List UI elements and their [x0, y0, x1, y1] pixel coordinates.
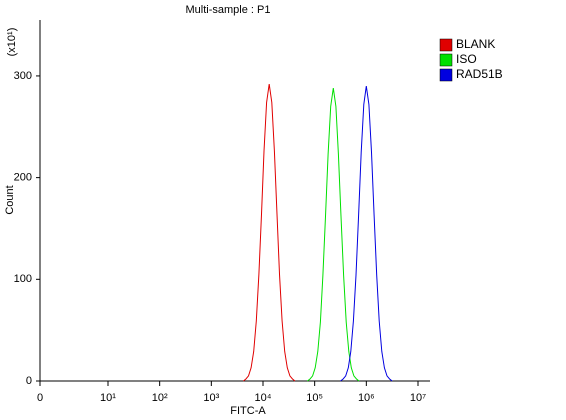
- chart-title: Multi-sample : P1: [186, 4, 271, 16]
- legend-swatch: [439, 53, 453, 67]
- legend-swatch: [439, 38, 453, 52]
- y-tick-label: 100: [14, 273, 32, 285]
- y-tick-label: 200: [14, 172, 32, 184]
- x-tick-label: 0: [37, 392, 43, 404]
- y-tick-label: 0: [26, 375, 32, 387]
- x-tick-label: 10²: [152, 392, 168, 404]
- histogram-line: [307, 88, 360, 382]
- y-multiplier: (x10¹): [6, 28, 18, 57]
- legend-label: RAD51B: [456, 67, 503, 81]
- x-tick-label: 10⁵: [306, 392, 323, 404]
- legend-label: ISO: [456, 52, 477, 66]
- histogram-line: [340, 86, 393, 382]
- x-tick-label: 10⁷: [410, 392, 426, 404]
- x-tick-label: 10⁴: [255, 392, 272, 404]
- legend-swatch: [439, 68, 453, 82]
- x-tick-label: 10¹: [100, 392, 116, 404]
- y-axis-label: Count: [4, 185, 16, 214]
- x-tick-label: 10⁶: [358, 392, 375, 404]
- x-tick-label: 10³: [203, 392, 219, 404]
- legend-label: BLANK: [456, 37, 495, 51]
- x-axis-label: FITC-A: [230, 405, 266, 417]
- histogram-line: [243, 84, 296, 382]
- y-tick-label: 300: [14, 70, 32, 82]
